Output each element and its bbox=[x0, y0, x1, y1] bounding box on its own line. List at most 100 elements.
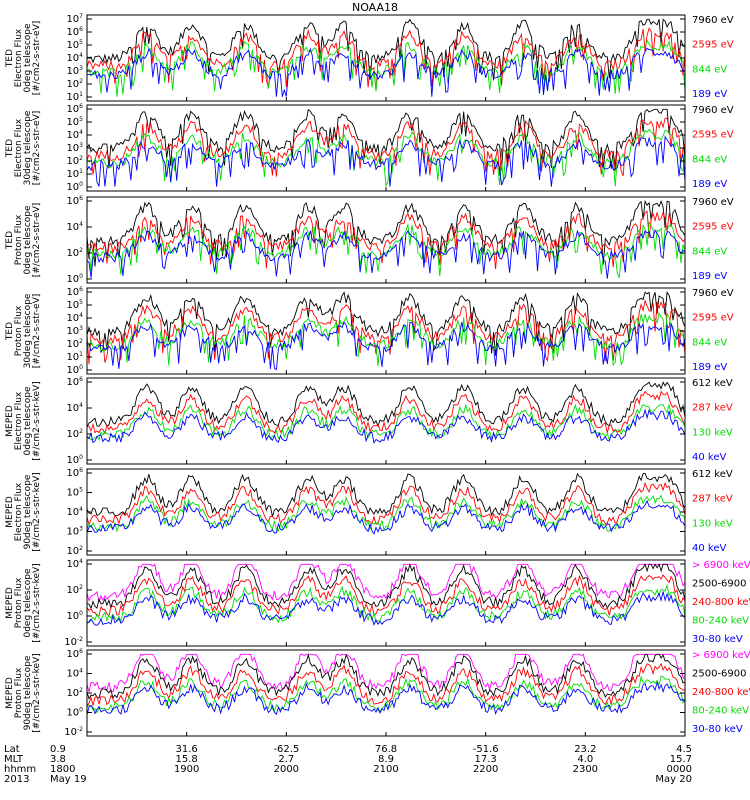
figure-title: NOAA18 bbox=[352, 1, 398, 14]
ytick-label: 104 bbox=[66, 52, 83, 64]
legend-entry: 130 keV bbox=[692, 427, 733, 438]
xaxis-tick-mlt: 17.3 bbox=[475, 754, 497, 765]
ytick-label: 103 bbox=[66, 325, 83, 337]
xaxis-row-label: MLT bbox=[4, 754, 24, 765]
xaxis-tick-mlt: 8.9 bbox=[378, 754, 394, 765]
ylabel-line: [#/cm2-s-str-eV] bbox=[32, 203, 42, 278]
panel-ylabel: MEPEDElectron Flux0deg telescope[#/cm2-s… bbox=[5, 381, 42, 460]
series-trace-1 bbox=[86, 18, 686, 81]
series-trace-3 bbox=[86, 128, 686, 187]
ytick-label: 101 bbox=[66, 168, 83, 180]
ylabel-line: Proton Flux bbox=[14, 305, 24, 356]
ytick-label: 102 bbox=[66, 687, 83, 699]
legend-entry: 7960 eV bbox=[692, 105, 734, 116]
panel-ylabel: TEDProton Flux30deg telescope[#/cm2-s-st… bbox=[5, 293, 42, 368]
series-trace-4 bbox=[86, 229, 686, 279]
ylabel-line: 0deg telescope bbox=[23, 205, 33, 275]
xaxis-row-label: 2013 bbox=[4, 774, 29, 785]
panel-ylabel: TEDProton Flux0deg telescope[#/cm2-s-str… bbox=[5, 203, 42, 278]
ytick-label: 106 bbox=[66, 195, 83, 207]
legend-entry: 40 keV bbox=[692, 543, 726, 554]
series-trace-3 bbox=[86, 494, 686, 533]
ylabel-line: TED bbox=[5, 231, 15, 250]
series-trace-1 bbox=[86, 381, 686, 428]
legend-entry: 80-240 keV bbox=[692, 616, 749, 627]
series-trace-4 bbox=[86, 499, 686, 535]
ylabel-line: Proton Flux bbox=[14, 214, 24, 265]
xaxis-tick-mlt: 2.7 bbox=[278, 754, 294, 765]
series-trace-2 bbox=[86, 210, 686, 270]
ylabel-line: 0deg telescope bbox=[23, 23, 33, 93]
ytick-label: 104 bbox=[66, 668, 83, 680]
legend-entry: 189 eV bbox=[692, 89, 727, 100]
ylabel-line: Electron Flux bbox=[14, 118, 24, 177]
legend-entry: 7960 eV bbox=[692, 15, 734, 26]
legend-entry: 240-800 keV bbox=[692, 687, 750, 698]
series-trace-2 bbox=[86, 481, 686, 527]
ytick-label: 105 bbox=[66, 299, 83, 311]
xaxis-tick-lat: 4.5 bbox=[676, 744, 692, 755]
xaxis-tick-lat: -51.6 bbox=[473, 744, 499, 755]
ytick-label: 104 bbox=[66, 129, 83, 141]
panel-ylabel: TEDElectron Flux0deg telescope[#/cm2-s-s… bbox=[5, 21, 42, 96]
series-trace-4 bbox=[86, 675, 686, 714]
series-trace-4 bbox=[86, 408, 686, 445]
ytick-label: 103 bbox=[66, 65, 83, 77]
ylabel-line: Electron Flux bbox=[14, 391, 24, 450]
ylabel-line: Proton Flux bbox=[14, 577, 24, 628]
ytick-label: 104 bbox=[66, 506, 83, 518]
xaxis-tick-lat: 0.9 bbox=[50, 744, 66, 755]
ytick-label: 102 bbox=[66, 428, 83, 440]
ytick-label: 102 bbox=[66, 247, 83, 259]
ylabel-line: Electron Flux bbox=[14, 482, 24, 541]
xaxis-row-label: hhmm bbox=[4, 764, 36, 775]
panel-1: TEDElectron Flux0deg telescope[#/cm2-s-s… bbox=[5, 13, 734, 103]
legend-entry: 2500-6900 bbox=[692, 669, 747, 680]
ytick-label: 102 bbox=[66, 584, 83, 596]
ytick-label: 102 bbox=[66, 155, 83, 167]
legend-entry: 40 keV bbox=[692, 452, 726, 463]
xaxis-tick-lat: -62.5 bbox=[273, 744, 299, 755]
series-trace-2 bbox=[86, 563, 686, 610]
ytick-label: 100 bbox=[66, 610, 83, 622]
series-trace-3 bbox=[86, 662, 686, 706]
ytick-label: 104 bbox=[66, 558, 83, 570]
xaxis-tick-lat: 31.6 bbox=[176, 744, 198, 755]
panel-8: MEPEDProton Flux90deg telescope[#/cm2-s-… bbox=[5, 648, 750, 738]
legend-entry: 30-80 keV bbox=[692, 634, 743, 645]
panel-6: MEPEDElectron Flux90deg telescope[#/cm2-… bbox=[5, 467, 733, 557]
ylabel-line: MEPED bbox=[5, 405, 15, 437]
panel-5: MEPEDElectron Flux0deg telescope[#/cm2-s… bbox=[5, 376, 733, 466]
series-trace-4 bbox=[86, 135, 686, 187]
xaxis-tick-lat: 76.8 bbox=[375, 744, 397, 755]
ytick-label: 104 bbox=[66, 221, 83, 233]
legend-entry: 2500-6900 bbox=[692, 579, 747, 590]
xaxis-tick-hhmm: 2200 bbox=[473, 764, 498, 775]
series-trace-1 bbox=[86, 563, 686, 603]
panel-frame bbox=[86, 377, 686, 465]
ytick-label: 100 bbox=[66, 273, 83, 285]
ytick-label: 104 bbox=[66, 402, 83, 414]
series-trace-4 bbox=[86, 47, 686, 97]
xaxis-tick-mlt: 15.7 bbox=[670, 754, 692, 765]
ytick-label: 103 bbox=[66, 142, 83, 154]
xaxis-tick-mlt: 15.8 bbox=[176, 754, 198, 765]
ytick-label: 101 bbox=[66, 91, 83, 103]
xaxis-tick-mlt: 4.0 bbox=[577, 754, 593, 765]
ylabel-line: [#/cm2-s-str-keV] bbox=[32, 381, 42, 460]
legend-entry: 7960 eV bbox=[692, 197, 734, 208]
series-trace-4 bbox=[86, 583, 686, 624]
ylabel-line: 30deg telescope bbox=[23, 110, 33, 185]
legend-entry: 2595 eV bbox=[692, 313, 734, 324]
ytick-label: 100 bbox=[66, 364, 83, 376]
ylabel-line: [#/cm2-s-str-eV] bbox=[32, 294, 42, 369]
ytick-label: 101 bbox=[66, 351, 83, 363]
xaxis-tick-mlt: 3.8 bbox=[50, 754, 66, 765]
ylabel-line: Proton Flux bbox=[14, 667, 24, 718]
ytick-label: 105 bbox=[66, 116, 83, 128]
series-trace-3 bbox=[86, 574, 686, 617]
ylabel-line: MEPED bbox=[5, 496, 15, 528]
ytick-label: 106 bbox=[66, 467, 83, 479]
panel-2: TEDElectron Flux30deg telescope[#/cm2-s-… bbox=[5, 103, 734, 193]
legend-entry: 240-800 keV bbox=[692, 597, 750, 608]
